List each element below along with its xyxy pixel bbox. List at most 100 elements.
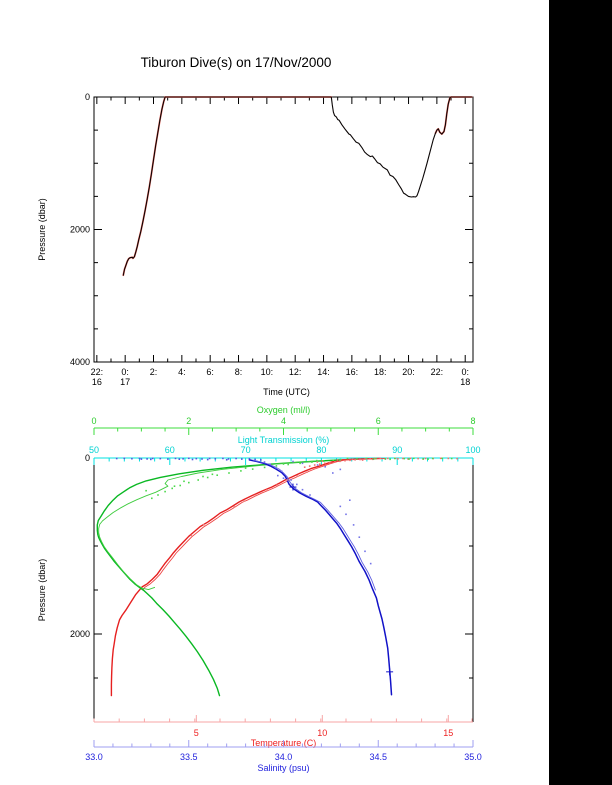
scatter-dot bbox=[167, 458, 169, 460]
scatter-dot bbox=[140, 458, 143, 460]
surface-track-line bbox=[122, 96, 333, 277]
scatter-dot bbox=[394, 457, 396, 460]
scatter-dot bbox=[441, 457, 443, 460]
scatter-dot bbox=[321, 460, 324, 462]
scatter-dot bbox=[203, 524, 205, 526]
time-tick-label: 0: bbox=[121, 367, 129, 377]
pressure-tick-label: 2000 bbox=[70, 629, 90, 639]
scatter-dot bbox=[138, 457, 141, 460]
scatter-dot bbox=[301, 488, 304, 491]
pressure-tick-label: 2000 bbox=[70, 225, 90, 235]
temperature-profile-scatter bbox=[190, 471, 308, 537]
scatter-dot bbox=[450, 457, 453, 460]
time-axis: 22:160:172: 4: 6: 8: 10: 12: 14: 16: 18: 20: 22: 0:… bbox=[91, 97, 470, 397]
time-tick-label: 22: bbox=[91, 367, 104, 377]
scatter-dot bbox=[276, 484, 278, 487]
salinity-profile-scatter bbox=[263, 460, 372, 565]
scatter-dot bbox=[324, 466, 326, 468]
scatter-dot bbox=[115, 457, 118, 460]
transmission-tick-label: 80 bbox=[316, 445, 326, 455]
scatter-dot bbox=[263, 466, 266, 469]
scatter-dot bbox=[456, 457, 458, 460]
scatter-dot bbox=[316, 464, 319, 466]
scatter-dot bbox=[263, 461, 266, 463]
scatter-dot bbox=[146, 458, 148, 460]
time-tick-label: 0: bbox=[461, 367, 469, 377]
scatter-dot bbox=[344, 459, 346, 462]
scatter-dot bbox=[397, 458, 399, 460]
scatter-dot bbox=[123, 457, 126, 460]
scatter-dot bbox=[183, 480, 185, 483]
scatter-dot bbox=[282, 477, 285, 479]
scatter-dot bbox=[225, 459, 228, 461]
day-tick-label: 17 bbox=[120, 377, 130, 387]
scatter-dot bbox=[403, 457, 406, 460]
scatter-dot bbox=[233, 506, 235, 508]
dive-profile-line bbox=[122, 96, 473, 276]
scatter-dot bbox=[332, 472, 334, 474]
transmission-tick-label: 50 bbox=[89, 445, 99, 455]
scatter-dot bbox=[346, 457, 349, 460]
scatter-dot bbox=[323, 460, 325, 462]
scatter-dot bbox=[316, 461, 319, 463]
scatter-dot bbox=[164, 490, 166, 493]
scatter-dot bbox=[365, 457, 368, 460]
scatter-dot bbox=[188, 481, 190, 484]
chart-title: Tiburon Dive(s) on 17/Nov/2000 bbox=[141, 55, 332, 70]
scatter-dot bbox=[197, 479, 199, 481]
chart-dive-timeseries: Tiburon Dive(s) on 17/Nov/200022:160:172… bbox=[37, 55, 474, 397]
pressure-axis-title: Pressure (dbar) bbox=[37, 559, 47, 622]
scatter-dot bbox=[349, 499, 351, 501]
scatter-dot bbox=[145, 489, 147, 492]
scatter-dot bbox=[309, 494, 311, 496]
scatter-dot bbox=[240, 470, 242, 472]
salinity-tick-label: 33.5 bbox=[180, 752, 198, 762]
pressure-tick-label: 4000 bbox=[70, 357, 90, 367]
scatter-dot bbox=[151, 457, 154, 460]
oxygen-tick-label: 8 bbox=[470, 416, 475, 426]
scatter-dot bbox=[299, 462, 301, 465]
scatter-dot bbox=[254, 458, 256, 461]
scatter-dot bbox=[188, 457, 190, 460]
scatter-dot bbox=[254, 494, 257, 497]
transmission-axis-title: Light Transmission (%) bbox=[238, 435, 330, 445]
scatter-dot bbox=[150, 458, 152, 461]
oxygen-axis-title: Oxygen (ml/l) bbox=[257, 405, 311, 415]
scatter-dot bbox=[286, 479, 288, 481]
scatter-dot bbox=[241, 458, 243, 460]
scatter-dot bbox=[244, 467, 247, 469]
scatter-dot bbox=[159, 457, 162, 460]
scatter-dot bbox=[339, 468, 342, 471]
scatter-dot bbox=[379, 457, 382, 460]
transmission-tick-label: 100 bbox=[465, 445, 480, 455]
scatter-dot bbox=[235, 457, 237, 460]
scatter-dot bbox=[243, 500, 245, 502]
scatter-dot bbox=[409, 457, 412, 460]
series-surface-track bbox=[122, 96, 473, 277]
scatter-dot bbox=[359, 458, 361, 461]
scatter-dot bbox=[190, 534, 193, 537]
series-oxygen-upcast bbox=[98, 460, 322, 591]
scatter-dot bbox=[372, 458, 375, 460]
scatter-dot bbox=[292, 460, 294, 463]
time-axis-title: Time (UTC) bbox=[263, 387, 310, 397]
time-tick-label: 12: bbox=[289, 367, 302, 377]
scatter-dot bbox=[431, 457, 434, 460]
scatter-dot bbox=[211, 473, 214, 476]
scatter-dot bbox=[324, 462, 326, 465]
scatter-dot bbox=[269, 463, 271, 465]
scatter-dot bbox=[296, 475, 298, 477]
scatter-dot bbox=[157, 494, 159, 496]
scatter-dot bbox=[275, 465, 278, 467]
scatter-dot bbox=[313, 464, 316, 466]
scatter-dot bbox=[308, 465, 311, 467]
scatter-dot bbox=[277, 474, 279, 477]
scatter-dot bbox=[354, 459, 356, 461]
scatter-dot bbox=[173, 485, 176, 487]
time-tick-label: 18: bbox=[374, 367, 387, 377]
scatter-dot bbox=[206, 476, 209, 479]
pressure-axis: 0 2000 Pressure (dbar) bbox=[37, 453, 474, 722]
series-salinity-downcast bbox=[248, 459, 393, 696]
